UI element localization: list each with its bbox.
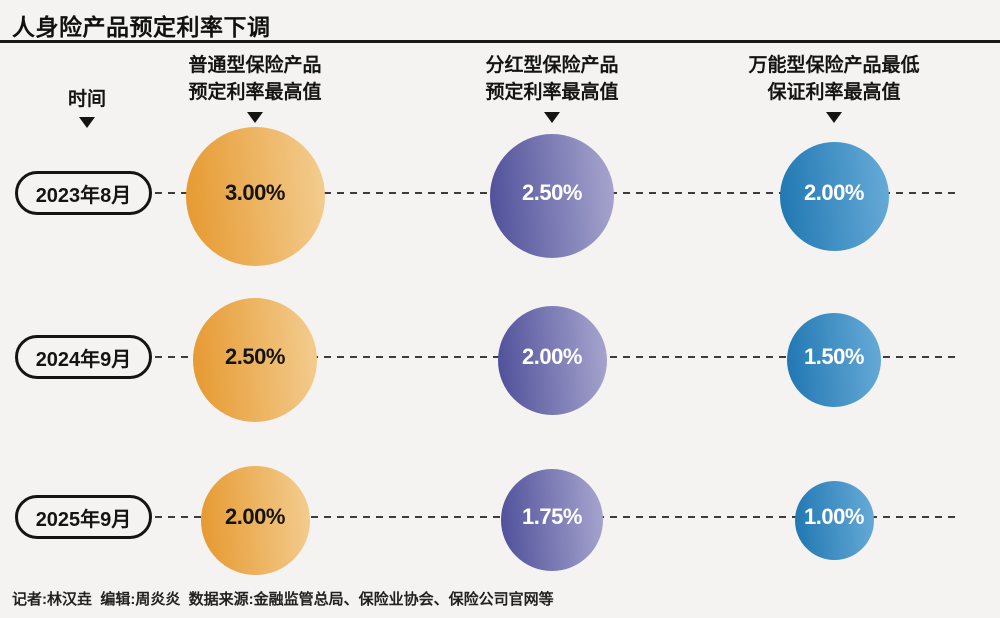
column-header: 普通型保险产品 预定利率最高值 (125, 52, 385, 123)
value-bubble: 1.00% (794, 480, 874, 560)
triangle-down-icon (79, 117, 95, 128)
bubble-value-label: 3.00% (225, 180, 285, 205)
value-bubble: 1.75% (501, 469, 603, 571)
date-label: 2025年9月 (35, 508, 132, 531)
date-pill: 2025年9月 (15, 495, 152, 539)
time-label: 时间 (67, 89, 106, 110)
time-column-header: 时间 (37, 84, 137, 128)
credits-footer: 记者:林汉垚 编辑:周炎炎 数据来源:金融监管总局、保险业协会、保险公司官网等 (12, 591, 554, 608)
value-bubble: 2.00% (200, 465, 310, 575)
bubble-value-label: 2.00% (522, 344, 582, 369)
bubble-value-label: 2.50% (225, 344, 285, 369)
bubble-value-label: 2.00% (225, 504, 285, 529)
column-header-line2: 预定利率最高值 (485, 82, 619, 103)
triangle-down-icon (247, 112, 263, 123)
date-label: 2024年9月 (35, 348, 132, 371)
value-bubble: 2.00% (497, 305, 607, 415)
column-header-line1: 分红型保险产品 (485, 55, 619, 76)
date-pill: 2023年8月 (15, 171, 152, 215)
value-bubble: 2.50% (193, 298, 317, 422)
column-header: 万能型保险产品最低 保证利率最高值 (704, 52, 964, 123)
value-bubble: 1.50% (787, 313, 881, 407)
bubble-value-label: 2.00% (804, 180, 864, 205)
value-bubble: 2.00% (779, 141, 889, 251)
date-pill: 2024年9月 (15, 335, 152, 379)
page-title: 人身险产品预定利率下调 (12, 14, 271, 40)
column-header-line1: 万能型保险产品最低 (748, 55, 920, 76)
bubble-value-label: 1.50% (804, 344, 864, 369)
bubble-value-label: 1.75% (522, 504, 582, 529)
title-divider (0, 40, 1000, 43)
value-bubble: 2.50% (490, 134, 614, 258)
column-header-line2: 保证利率最高值 (767, 82, 901, 103)
column-header-line2: 预定利率最高值 (188, 82, 322, 103)
bubble-value-label: 2.50% (522, 180, 582, 205)
value-bubble: 3.00% (185, 126, 325, 266)
triangle-down-icon (826, 112, 842, 123)
date-label: 2023年8月 (35, 184, 132, 207)
triangle-down-icon (544, 112, 560, 123)
column-header: 分红型保险产品 预定利率最高值 (422, 52, 682, 123)
column-header-line1: 普通型保险产品 (188, 55, 322, 76)
bubble-value-label: 1.00% (804, 504, 864, 529)
